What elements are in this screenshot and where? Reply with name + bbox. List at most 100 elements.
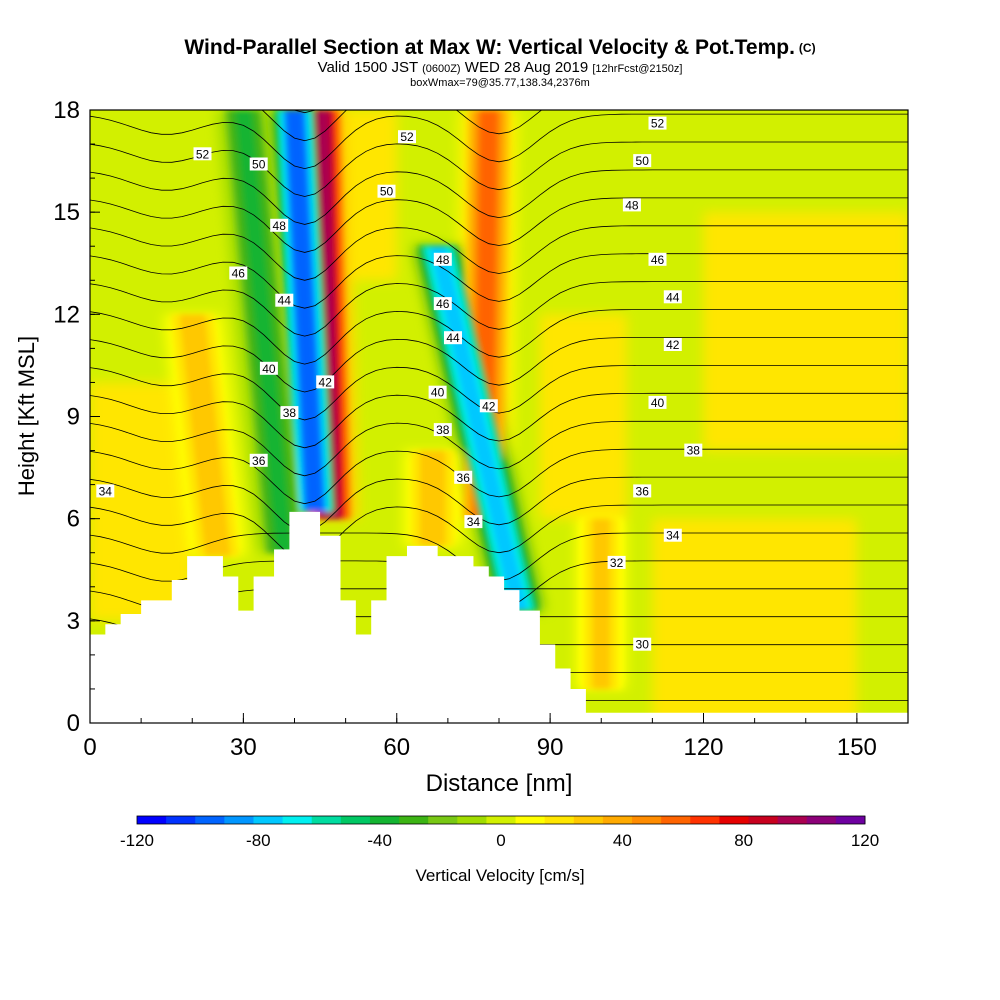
theta-contour-line xyxy=(90,281,908,337)
theta-label-text: 42 xyxy=(666,338,680,352)
x-tick-label: 150 xyxy=(837,734,877,761)
theta-label-text: 48 xyxy=(273,219,287,233)
theta-label-bg xyxy=(633,637,652,651)
theta-label: 36 xyxy=(633,484,652,498)
colorbar-frame xyxy=(136,815,866,825)
theta-label-bg xyxy=(280,406,299,420)
theta-label-bg xyxy=(464,515,483,529)
theta-label-text: 50 xyxy=(252,158,266,172)
field-patch xyxy=(703,212,908,451)
y-tick-label: 0 xyxy=(67,710,80,737)
theta-label-bg xyxy=(377,184,396,198)
theta-label: 50 xyxy=(377,184,396,199)
theta-label: 38 xyxy=(684,443,703,458)
x-axis-label: Distance [nm] xyxy=(426,770,573,797)
theta-label: 52 xyxy=(398,130,416,144)
terrain-mask xyxy=(90,511,908,723)
colorbar-swatch xyxy=(311,816,342,824)
theta-label: 42 xyxy=(316,375,335,389)
theta-label-bg xyxy=(249,453,268,467)
theta-label-text: 48 xyxy=(436,253,450,267)
contour-labels: 30 32 34 34 34 36 36 36 38 38 38 40 40 40 42 42 42 44 44 44… xyxy=(96,116,703,652)
theta-label: 34 xyxy=(663,528,682,543)
theta-label-text: 36 xyxy=(252,454,266,468)
theta-contour-line xyxy=(90,113,908,170)
colorbar-swatch xyxy=(195,816,225,824)
theta-label-text: 50 xyxy=(380,185,394,199)
theta-label-text: 52 xyxy=(400,130,414,144)
theta-contour-line xyxy=(90,0,908,29)
colorbar-swatch xyxy=(777,816,808,824)
theta-contour-line xyxy=(90,476,908,533)
colorbar-swatch xyxy=(486,816,517,824)
theta-label: 40 xyxy=(648,395,667,410)
theta-label-bg xyxy=(275,293,294,307)
theta-label-text: 44 xyxy=(666,290,680,304)
theta-contour-line xyxy=(90,30,908,85)
colorbar-swatch xyxy=(428,816,458,824)
x-tick-label: 90 xyxy=(537,734,564,761)
theta-label: 52 xyxy=(648,116,667,131)
theta-label-bg xyxy=(229,266,248,280)
theta-label-bg xyxy=(428,385,447,399)
colorbar-tick-label: 0 xyxy=(496,831,505,850)
colorbar-tick-label: 120 xyxy=(851,831,879,850)
theta-label-bg xyxy=(648,395,667,409)
colorbar-swatch xyxy=(224,816,254,824)
theta-label-text: 52 xyxy=(651,117,665,131)
theta-label-bg xyxy=(433,252,452,266)
copyright-mark: (C) xyxy=(798,41,816,55)
theta-label-text: 42 xyxy=(482,399,496,413)
theta-label-bg xyxy=(193,147,212,161)
colorbar-swatch xyxy=(282,816,313,824)
theta-label-text: 36 xyxy=(457,471,471,485)
theta-label-bg xyxy=(96,484,115,498)
theta-label-text: 44 xyxy=(446,331,460,345)
colorbar-tick-label: -80 xyxy=(246,831,271,850)
theta-label-bg xyxy=(663,528,682,542)
colorbar-swatch xyxy=(166,816,196,824)
valid-date: WED 28 Aug 2019 xyxy=(464,59,589,76)
colorbar-swatch xyxy=(137,816,167,824)
theta-label: 46 xyxy=(433,297,452,311)
theta-contour-line xyxy=(90,253,908,309)
x-tick-label: 30 xyxy=(230,734,257,761)
chart-subtitle: Valid 1500 JST (0600Z) WED 28 Aug 2019 [… xyxy=(0,60,1000,77)
colorbar: -120 -80 -40 0 40 80 120 xyxy=(120,815,879,850)
terrain xyxy=(90,511,908,723)
theta-contour-line xyxy=(261,110,543,142)
theta-label: 40 xyxy=(428,385,447,400)
theta-label-text: 38 xyxy=(687,444,701,458)
theta-label: 52 xyxy=(193,147,212,161)
theta-label-bg xyxy=(479,399,498,413)
theta-label-text: 32 xyxy=(610,556,624,570)
theta-label-text: 34 xyxy=(99,484,113,498)
theta-label-text: 38 xyxy=(436,423,450,437)
theta-contour-line xyxy=(90,392,908,449)
theta-label: 44 xyxy=(444,331,462,345)
colorbar-swatch xyxy=(399,816,429,824)
theta-label-text: 46 xyxy=(436,297,450,311)
theta-label-bg xyxy=(622,198,641,212)
theta-label: 44 xyxy=(275,293,294,308)
theta-label-bg xyxy=(316,375,335,389)
theta-contour-line xyxy=(90,141,908,197)
theta-label-bg xyxy=(648,116,667,130)
theta-label-bg xyxy=(607,555,626,569)
y-tick-label: 18 xyxy=(53,97,80,124)
colorbar-swatch xyxy=(690,816,720,824)
velocity-band xyxy=(183,314,227,557)
y-tick-label: 12 xyxy=(53,301,80,328)
valid-utc: (0600Z) xyxy=(422,63,461,75)
y-tick-label: 15 xyxy=(53,199,80,226)
colorbar-swatch xyxy=(661,816,691,824)
colorbar-tick-label: -40 xyxy=(367,831,392,850)
theta-label: 36 xyxy=(249,453,268,468)
field-patch xyxy=(652,518,857,723)
theta-label-text: 48 xyxy=(625,198,639,212)
x-tick-label: 120 xyxy=(683,734,723,761)
theta-label: 32 xyxy=(607,555,626,570)
chart-title-main: Wind-Parallel Section at Max W: Vertical… xyxy=(184,36,795,59)
theta-label-text: 46 xyxy=(651,253,665,267)
field-patch xyxy=(539,314,627,519)
